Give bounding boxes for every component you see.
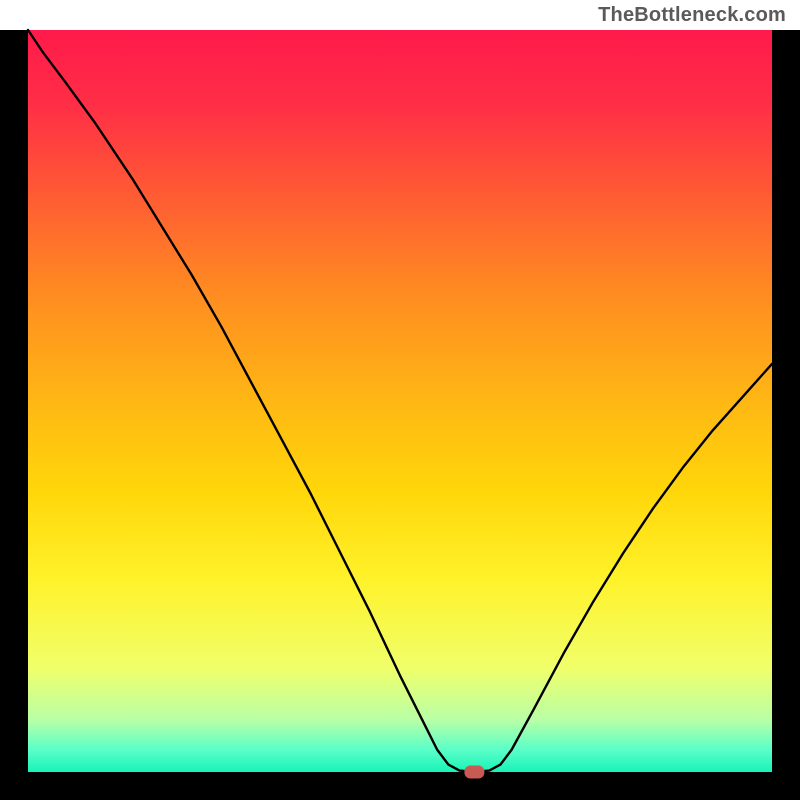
chart-container: TheBottleneck.com (0, 0, 800, 800)
plot-area (28, 30, 772, 772)
header-strip (0, 0, 800, 30)
optimal-point-marker (464, 766, 484, 779)
bottleneck-chart (0, 0, 800, 800)
